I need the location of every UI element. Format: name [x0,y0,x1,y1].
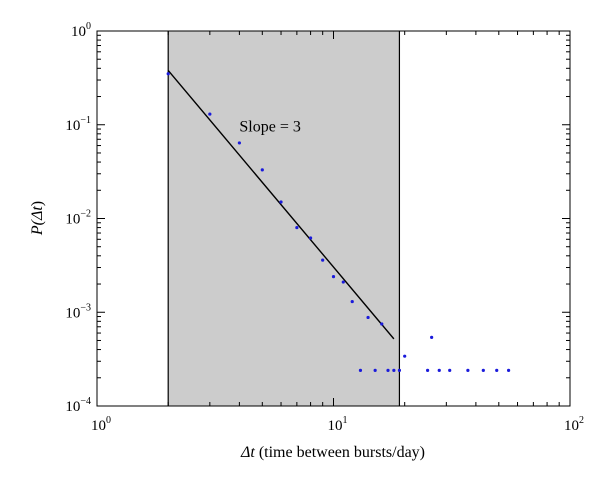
data-point [466,368,470,372]
data-point [448,368,452,372]
data-point [373,368,377,372]
data-point [392,368,396,372]
data-point [403,354,407,358]
data-point [358,368,363,372]
points-layer [166,72,511,372]
data-point [279,200,283,204]
shaded-region-layer [167,31,401,406]
data-point [295,225,299,230]
data-point [166,72,170,76]
data-point [341,280,345,284]
y-tick-label: 10−4 [65,396,91,415]
data-point [208,112,212,116]
data-point [237,141,241,145]
annotation-slope: Slope = 3 [239,118,300,135]
data-point [506,368,511,372]
x-axis-label-symbol: Δt [240,444,255,461]
data-point [350,299,354,304]
y-axis-label: P(Δt) [29,201,46,236]
data-point [386,368,390,372]
fit-line-layer [167,69,395,340]
y-tick-label: 10−2 [65,209,91,228]
y-tick-label: 10−1 [65,115,91,134]
tick-label-layer: 100 101 102 10−4 10−3 10−2 10−1 100 [65,21,584,434]
x-tick-label: 101 [328,415,348,434]
data-point [495,368,499,372]
data-point [430,335,434,339]
tick-layer [96,31,570,407]
shaded-region [168,31,400,406]
data-point [380,322,384,326]
data-point [481,368,485,372]
x-axis-label: Δt (time between bursts/day) [240,444,425,461]
x-tick-label: 102 [564,415,584,434]
y-axis-label-prefix: P( [29,218,46,236]
data-point [366,315,370,320]
x-tick-label: 100 [91,415,111,434]
data-point [426,368,430,372]
data-point [331,275,336,279]
x-axis-label-text: (time between bursts/day) [255,444,425,461]
data-point [437,368,441,372]
y-tick-label: 100 [71,21,91,40]
y-axis-label-symbol: Δt [29,206,46,221]
data-point [397,368,402,372]
fit-line [167,69,395,340]
y-tick-label: 10−3 [65,302,91,321]
y-axis-label-suffix: ) [29,201,46,206]
data-point [321,258,325,262]
data-point [308,236,313,240]
data-point [260,168,264,172]
